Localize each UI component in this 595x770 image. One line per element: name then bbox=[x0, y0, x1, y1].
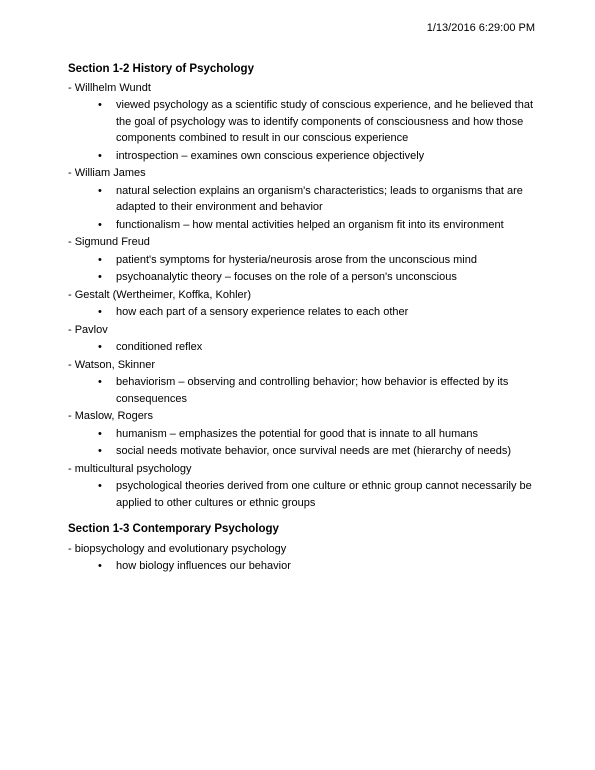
bullet-item: psychoanalytic theory – focuses on the r… bbox=[68, 269, 535, 286]
bullet-list: natural selection explains an organism's… bbox=[68, 183, 535, 234]
bullet-item: behaviorism – observing and controlling … bbox=[68, 374, 535, 407]
bullet-item: social needs motivate behavior, once sur… bbox=[68, 443, 535, 460]
bullet-list: viewed psychology as a scientific study … bbox=[68, 97, 535, 164]
bullet-list: patient's symptoms for hysteria/neurosis… bbox=[68, 252, 535, 286]
bullet-list: humanism – emphasizes the potential for … bbox=[68, 426, 535, 460]
dash-item: - Watson, Skinner bbox=[68, 357, 535, 374]
section-1-heading: Section 1-2 History of Psychology bbox=[68, 61, 535, 78]
section-1-body: - Willhelm Wundtviewed psychology as a s… bbox=[68, 80, 535, 512]
bullet-item: how biology influences our behavior bbox=[68, 558, 535, 575]
bullet-item: patient's symptoms for hysteria/neurosis… bbox=[68, 252, 535, 269]
bullet-item: conditioned reflex bbox=[68, 339, 535, 356]
dash-item: - Gestalt (Wertheimer, Koffka, Kohler) bbox=[68, 287, 535, 304]
bullet-item: natural selection explains an organism's… bbox=[68, 183, 535, 216]
dash-item: - multicultural psychology bbox=[68, 461, 535, 478]
bullet-list: behaviorism – observing and controlling … bbox=[68, 374, 535, 407]
section-2-body: - biopsychology and evolutionary psychol… bbox=[68, 541, 535, 575]
page-timestamp: 1/13/2016 6:29:00 PM bbox=[68, 20, 535, 37]
bullet-item: functionalism – how mental activities he… bbox=[68, 217, 535, 234]
dash-item: - William James bbox=[68, 165, 535, 182]
bullet-item: humanism – emphasizes the potential for … bbox=[68, 426, 535, 443]
bullet-list: how biology influences our behavior bbox=[68, 558, 535, 575]
section-2-heading: Section 1-3 Contemporary Psychology bbox=[68, 521, 535, 538]
bullet-item: viewed psychology as a scientific study … bbox=[68, 97, 535, 147]
dash-item: - Maslow, Rogers bbox=[68, 408, 535, 425]
dash-item: - Pavlov bbox=[68, 322, 535, 339]
dash-item: - Willhelm Wundt bbox=[68, 80, 535, 97]
bullet-item: how each part of a sensory experience re… bbox=[68, 304, 535, 321]
bullet-item: introspection – examines own conscious e… bbox=[68, 148, 535, 165]
dash-item: - Sigmund Freud bbox=[68, 234, 535, 251]
bullet-item: psychological theories derived from one … bbox=[68, 478, 535, 511]
dash-item: - biopsychology and evolutionary psychol… bbox=[68, 541, 535, 558]
bullet-list: how each part of a sensory experience re… bbox=[68, 304, 535, 321]
bullet-list: psychological theories derived from one … bbox=[68, 478, 535, 511]
bullet-list: conditioned reflex bbox=[68, 339, 535, 356]
